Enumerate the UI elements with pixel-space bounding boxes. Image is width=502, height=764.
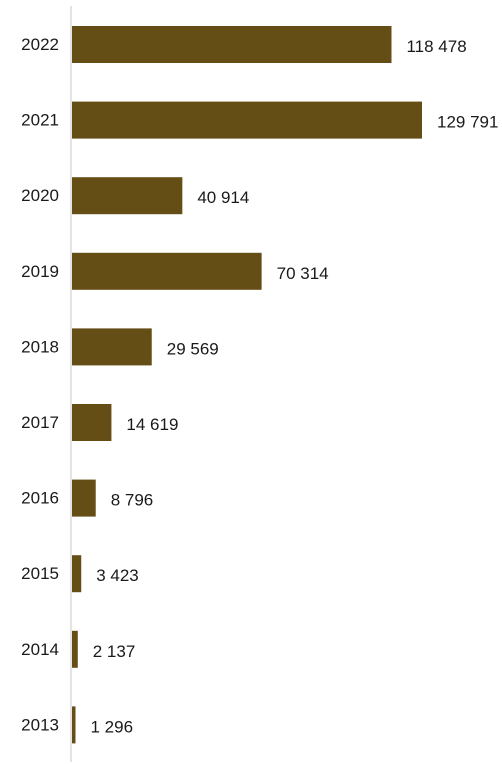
bar-2020 <box>72 177 183 215</box>
value-label-2019: 70 314 <box>277 264 329 283</box>
bar-2019 <box>72 252 262 290</box>
value-label-2020: 40 914 <box>197 188 249 207</box>
value-label-2021: 129 791 <box>437 113 498 132</box>
category-label-2018: 2018 <box>21 337 59 356</box>
bar-2022 <box>72 26 392 63</box>
category-labels-group: 2022 2021 2020 2019 2018 2017 2016 2015 2014 2013 <box>21 35 59 734</box>
category-label-2014: 2014 <box>21 640 59 659</box>
value-label-2017: 14 619 <box>126 415 178 434</box>
bar-2021 <box>72 101 422 139</box>
value-label-2015: 3 423 <box>96 566 139 585</box>
bars-group <box>72 26 422 744</box>
bar-2016 <box>72 479 96 517</box>
bar-2017 <box>72 404 112 441</box>
category-label-2022: 2022 <box>21 35 59 54</box>
bar-2015 <box>72 555 82 593</box>
category-label-2017: 2017 <box>21 413 59 432</box>
value-label-2022: 118 478 <box>406 37 466 56</box>
value-label-2018: 29 569 <box>167 339 219 358</box>
category-label-2021: 2021 <box>21 111 59 130</box>
category-label-2019: 2019 <box>21 262 59 281</box>
value-label-2014: 2 137 <box>93 642 136 661</box>
value-labels-group: 118 478 129 791 40 914 70 314 29 569 14 619 8 … <box>90 37 498 736</box>
category-label-2015: 2015 <box>21 564 59 583</box>
category-label-2013: 2013 <box>21 715 59 734</box>
value-label-2013: 1 296 <box>90 717 133 736</box>
bar-2014 <box>72 630 78 668</box>
bar-2013 <box>72 706 76 744</box>
bar-2018 <box>72 328 152 366</box>
category-label-2016: 2016 <box>21 489 59 508</box>
value-label-2016: 8 796 <box>111 491 154 510</box>
category-label-2020: 2020 <box>21 186 59 205</box>
